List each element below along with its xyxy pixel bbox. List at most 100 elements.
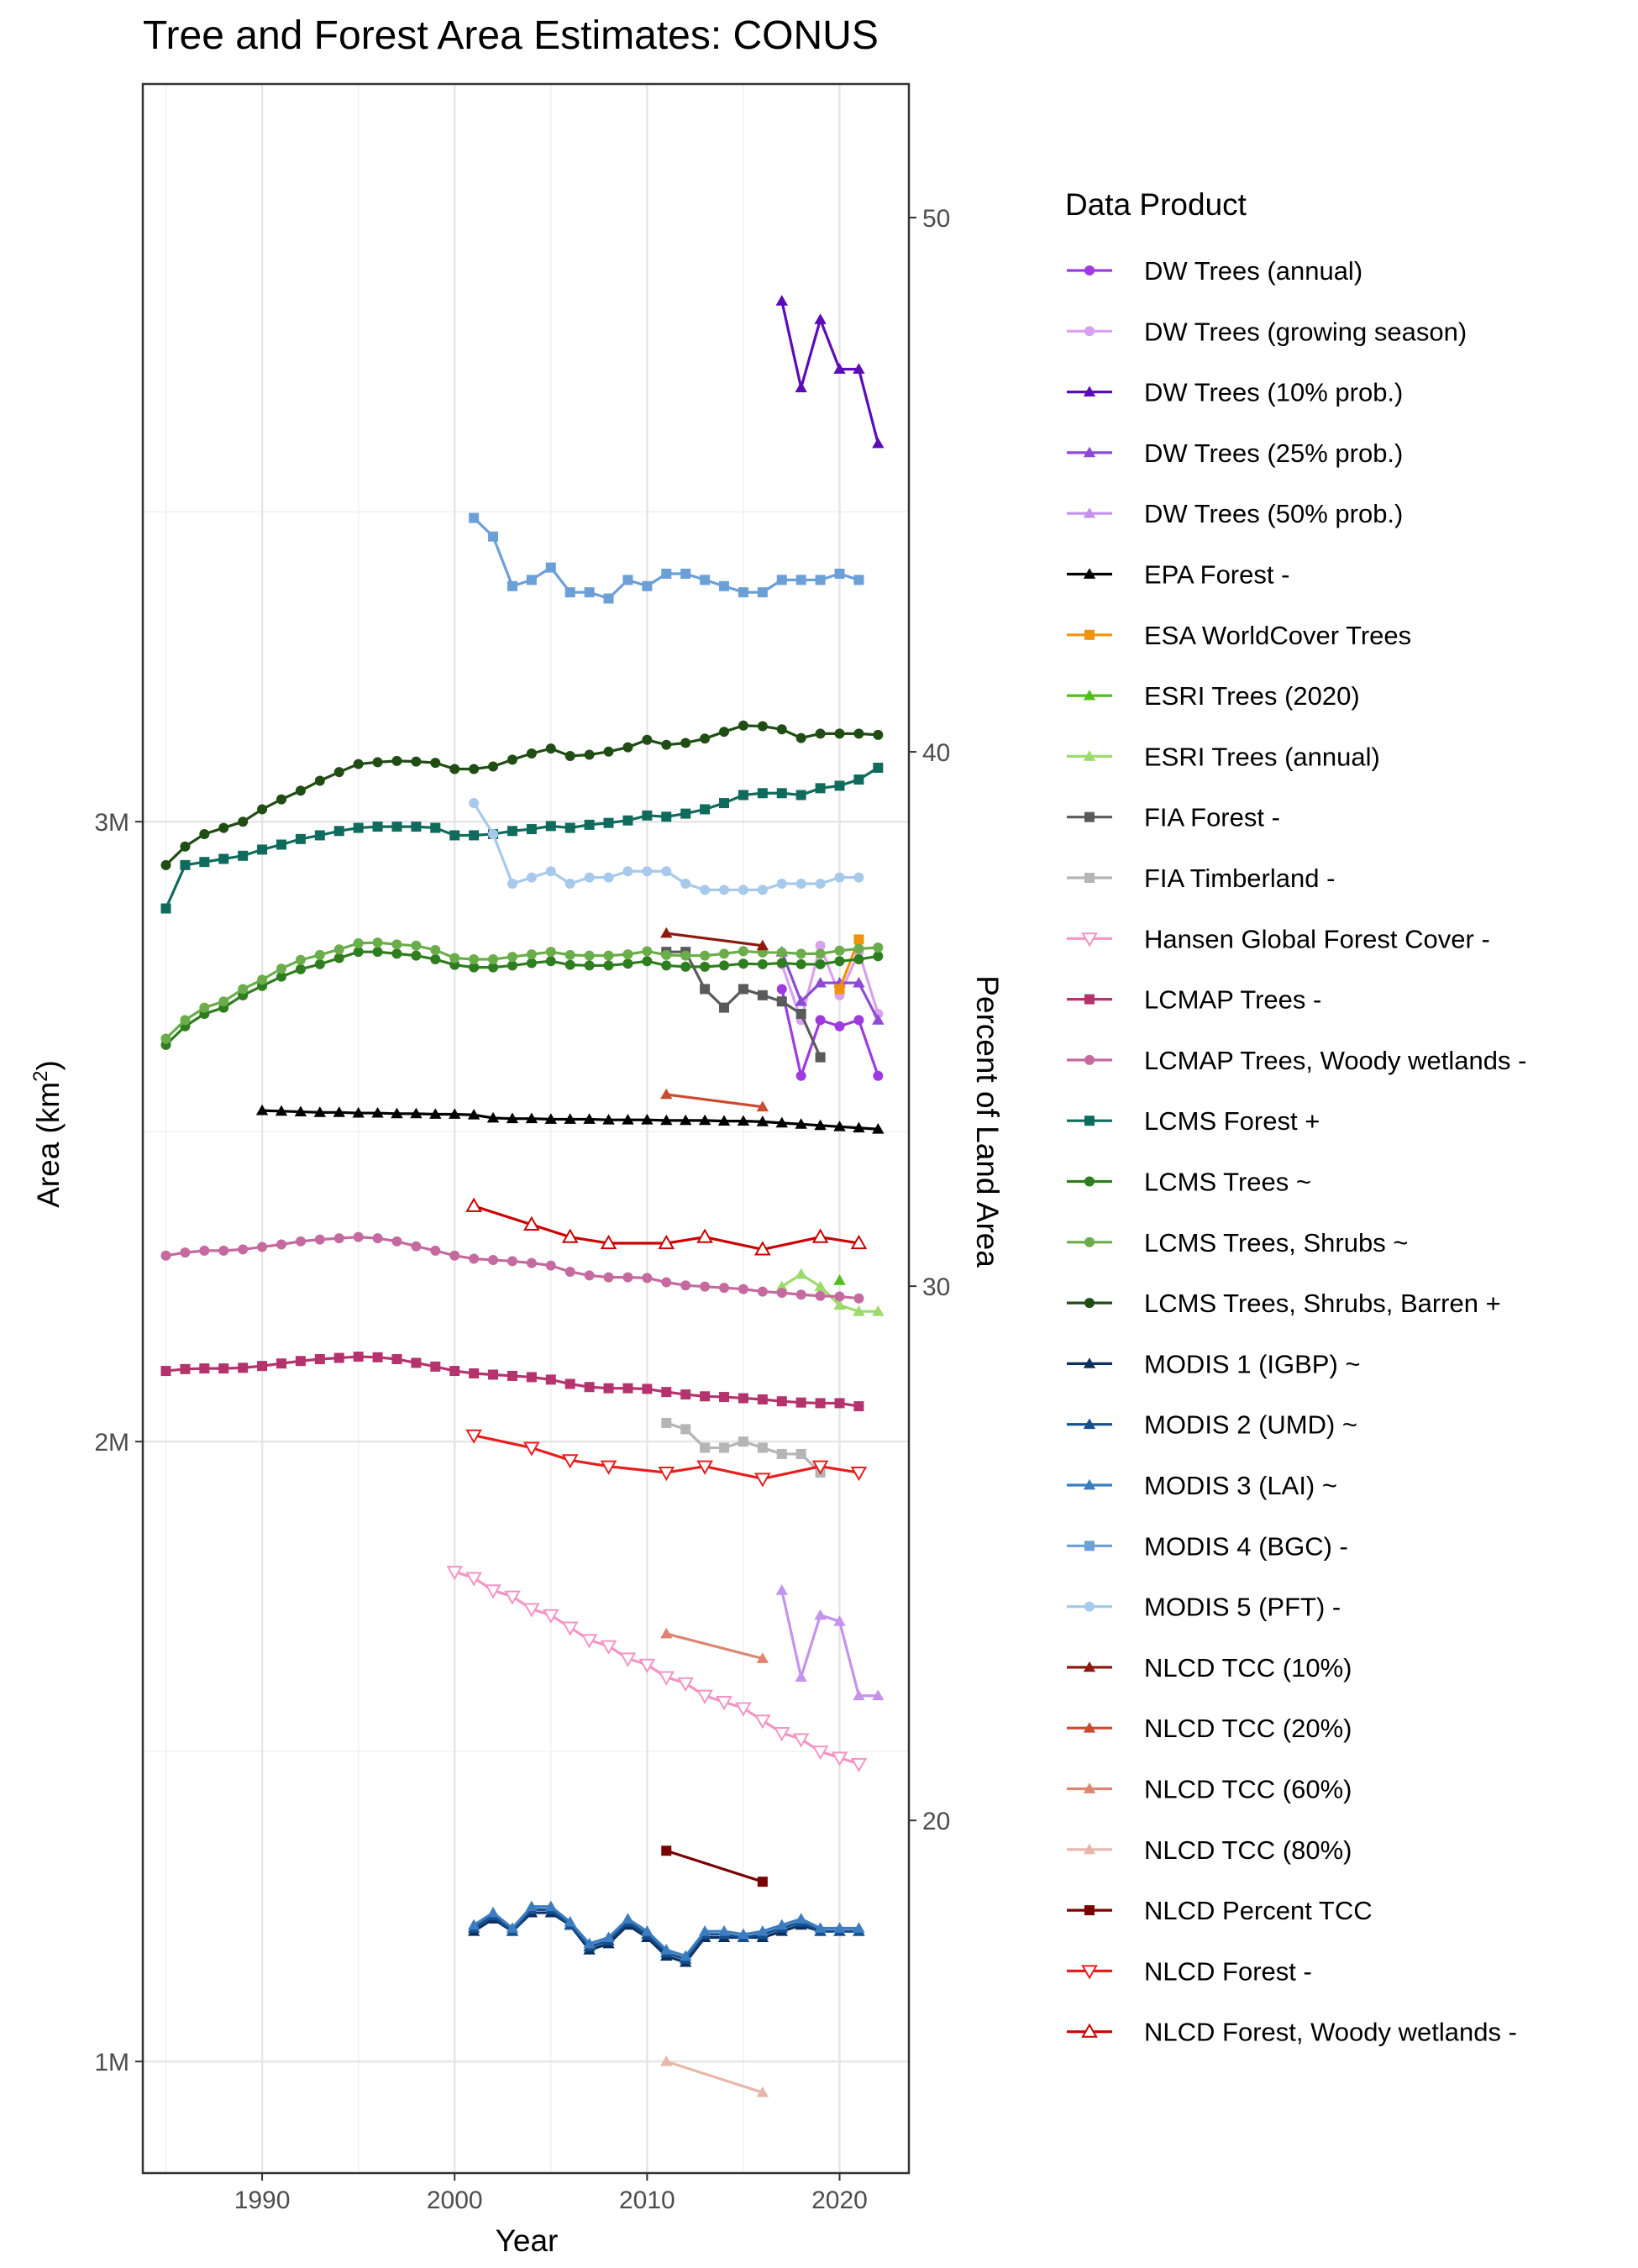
legend: DW Trees (annual) DW Trees (growing seaso…: [1067, 256, 1526, 2047]
data-point: [603, 1272, 614, 1283]
data-point: [353, 937, 364, 948]
y-right-tick-label: 20: [922, 1808, 950, 1835]
data-point: [430, 822, 441, 833]
data-point: [776, 947, 787, 958]
data-point: [294, 1105, 307, 1116]
legend-label: MODIS 5 (PFT) -: [1144, 1593, 1341, 1622]
data-point: [619, 1652, 637, 1667]
data-point: [757, 788, 768, 799]
data-point: [795, 878, 806, 889]
legend-label: NLCD Percent TCC: [1144, 1896, 1373, 1925]
data-point: [679, 1950, 692, 1961]
legend-key-marker: [1083, 446, 1096, 458]
legend-key-marker: [1083, 1843, 1096, 1855]
data-point: [238, 850, 249, 861]
data-point: [757, 721, 768, 732]
legend-item: ESRI Trees (2020): [1067, 681, 1360, 711]
series-line: [780, 300, 879, 444]
data-point: [738, 1393, 748, 1404]
data-point: [564, 1915, 576, 1927]
data-point: [488, 761, 499, 772]
data-point: [776, 788, 787, 799]
legend-item: NLCD Forest, Woody wetlands -: [1067, 2018, 1517, 2047]
data-point: [507, 580, 517, 591]
data-point: [776, 1396, 787, 1407]
legend-item: MODIS 5 (PFT) -: [1067, 1593, 1341, 1622]
data-point: [449, 830, 460, 841]
data-point: [391, 1354, 402, 1365]
chart-title: Tree and Forest Area Estimates: CONUS: [143, 13, 879, 58]
data-point: [738, 790, 748, 801]
data-point: [834, 872, 845, 883]
data-point: [545, 866, 556, 877]
data-point: [795, 1448, 806, 1459]
legend-label: EPA Forest -: [1144, 560, 1289, 590]
data-point: [700, 804, 711, 815]
data-point: [600, 1640, 617, 1655]
data-point: [700, 575, 711, 585]
data-point: [660, 2055, 673, 2066]
data-point: [776, 1448, 787, 1459]
series-line: [666, 1093, 764, 1109]
x-axis-title: Year: [496, 2223, 559, 2258]
data-point: [719, 798, 730, 809]
data-point: [465, 1429, 482, 1444]
data-point: [853, 774, 864, 785]
data-point: [276, 1358, 286, 1369]
data-point: [815, 575, 826, 585]
series-line: [665, 1849, 764, 1883]
data-point: [372, 757, 383, 768]
data-point: [853, 943, 864, 954]
legend-item: NLCD TCC (20%): [1067, 1714, 1352, 1743]
data-point: [815, 940, 826, 951]
data-point: [815, 878, 826, 889]
data-point: [353, 1352, 364, 1362]
data-point: [180, 859, 191, 870]
data-point: [757, 1286, 768, 1297]
legend-key-marker: [1083, 1478, 1096, 1490]
legend-item: ESRI Trees (annual): [1067, 742, 1380, 771]
data-point: [257, 1242, 268, 1252]
data-point: [872, 1014, 885, 1025]
data-point: [814, 1922, 827, 1933]
legend-item: NLCD TCC (80%): [1067, 1835, 1352, 1865]
legend-label: NLCD TCC (20%): [1144, 1714, 1352, 1743]
data-point: [834, 780, 845, 791]
data-point: [738, 885, 748, 895]
data-point: [333, 953, 344, 963]
data-point: [811, 1460, 829, 1475]
data-point: [488, 1369, 499, 1380]
legend-key-marker: [1081, 2023, 1098, 2038]
legend-label: DW Trees (10% prob.): [1144, 378, 1403, 407]
data-point: [795, 958, 806, 969]
series-10: [661, 1418, 826, 1478]
legend-key-marker: [1083, 1782, 1096, 1793]
data-point: [700, 885, 711, 895]
data-point: [372, 1233, 383, 1244]
data-point: [661, 811, 672, 822]
data-point: [333, 944, 344, 955]
data-point: [661, 866, 672, 877]
data-point: [641, 1113, 654, 1125]
data-point: [815, 958, 826, 969]
data-point: [429, 1108, 442, 1119]
data-point: [776, 984, 787, 995]
data-point: [545, 1260, 556, 1271]
data-point: [525, 1900, 538, 1912]
data-point: [603, 1383, 614, 1394]
data-point: [488, 1254, 499, 1265]
data-point: [469, 1253, 480, 1264]
data-point: [680, 961, 691, 972]
data-point: [160, 1033, 171, 1044]
legend-item: LCMS Trees, Shrubs, Barren +: [1067, 1289, 1501, 1318]
data-point: [872, 1689, 885, 1701]
data-point: [486, 1111, 500, 1123]
series-line: [665, 1632, 764, 1661]
data-point: [333, 1106, 345, 1117]
data-point: [238, 984, 249, 995]
data-point: [525, 1112, 538, 1124]
data-point: [853, 363, 865, 374]
series-9: [661, 947, 826, 1063]
legend-key-marker: [1084, 1176, 1095, 1187]
data-point: [353, 822, 364, 833]
